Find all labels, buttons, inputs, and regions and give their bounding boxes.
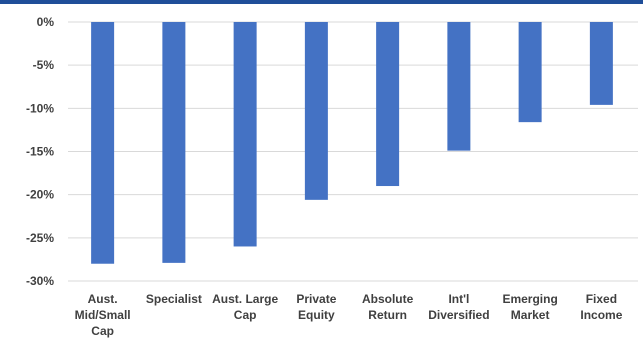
bar — [518, 22, 542, 123]
x-category-label: Aust. Mid/Small Cap — [75, 292, 131, 338]
x-category-label-line: Aust. — [88, 292, 118, 306]
x-category-label-line: Diversified — [428, 308, 489, 322]
bar — [91, 22, 115, 264]
x-category-label-line: Equity — [298, 308, 335, 322]
bar — [589, 22, 613, 105]
y-tick-label: -20% — [26, 188, 54, 202]
x-category-label-line: Absolute — [362, 292, 414, 306]
x-category-label: Aust. Large Cap — [212, 292, 278, 322]
x-category-label-line: Private — [296, 292, 336, 306]
x-category-label-line: Income — [580, 308, 622, 322]
x-category-label-line: Int'l — [448, 292, 469, 306]
x-category-label: Absolute Return — [362, 292, 414, 322]
bar — [162, 22, 186, 263]
y-tick-label: -25% — [26, 231, 54, 245]
x-category-label: Emerging Market — [502, 292, 557, 322]
x-category-label-line: Cap — [234, 308, 257, 322]
x-category-label-line: Aust. Large — [212, 292, 278, 306]
y-tick-label: -30% — [26, 274, 54, 288]
x-category-label: Fixed Income — [580, 292, 622, 322]
y-tick-label: -15% — [26, 145, 54, 159]
x-category-label-line: Mid/Small — [75, 308, 131, 322]
bar — [376, 22, 400, 187]
x-category-label-line: Fixed — [586, 292, 617, 306]
bar — [447, 22, 471, 151]
x-category-label: Specialist — [146, 292, 202, 306]
x-category-label: Int'l Diversified — [428, 292, 489, 322]
y-tick-label: 0% — [37, 15, 55, 29]
x-category-label-line: Market — [511, 308, 550, 322]
bar — [304, 22, 328, 200]
x-category-label-line: Specialist — [146, 292, 202, 306]
y-tick-label: -10% — [26, 101, 54, 115]
x-category-label-line: Emerging — [502, 292, 557, 306]
x-category-label-line: Cap — [91, 324, 114, 338]
top-rule — [0, 0, 643, 4]
x-category-label-line: Return — [368, 308, 407, 322]
x-category-label: Private Equity — [296, 292, 336, 322]
bar — [233, 22, 257, 247]
y-tick-label: -5% — [33, 58, 55, 72]
